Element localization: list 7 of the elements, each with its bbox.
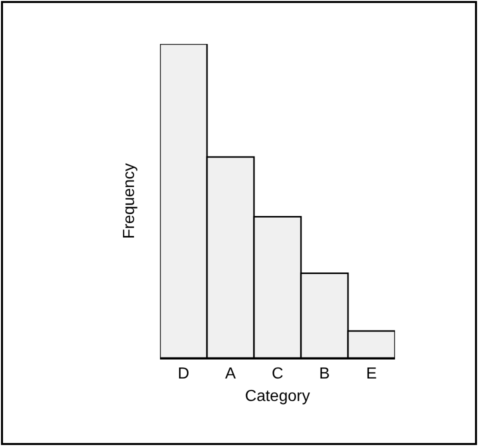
x-tick-label: B: [319, 366, 330, 383]
x-tick-label: A: [225, 366, 236, 383]
x-tick-label: D: [178, 366, 190, 383]
x-axis-title: Category: [245, 388, 310, 406]
x-tick-label: E: [366, 366, 377, 383]
y-axis-title: Frequency: [120, 163, 138, 239]
x-tick-label: C: [272, 366, 284, 383]
